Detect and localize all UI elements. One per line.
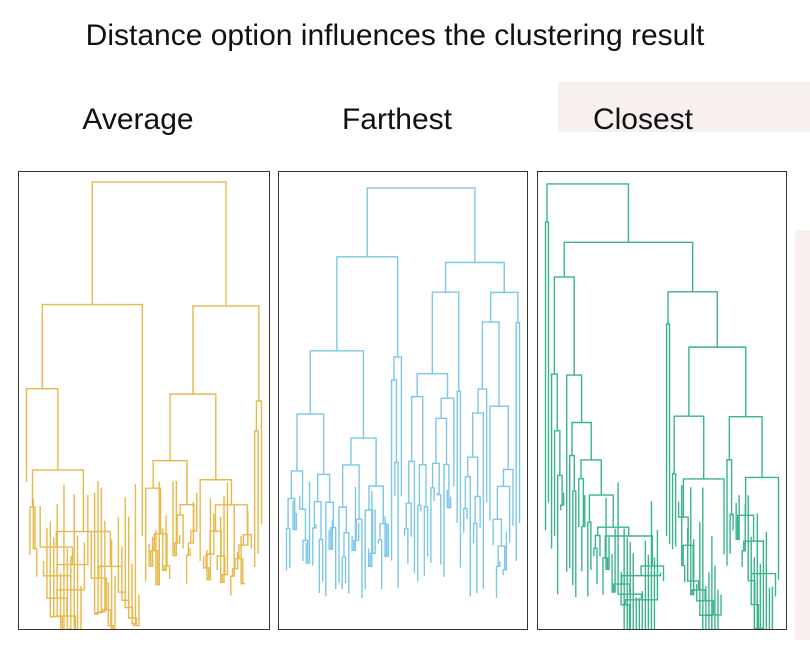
dendrogram-panel-average — [18, 171, 270, 630]
dendrogram-panel-closest — [537, 171, 787, 630]
dendrogram-branches — [285, 187, 521, 599]
slide-title: Distance option influences the clusterin… — [85, 19, 705, 52]
panel-label-closest: Closest — [592, 103, 694, 136]
dendrogram-panel-farthest — [278, 171, 528, 630]
dendrogram-branches — [25, 181, 263, 629]
dendrogram-average — [25, 181, 263, 629]
dendrogram-branches — [544, 183, 780, 629]
background-decoration-right — [795, 230, 810, 640]
panel-label-farthest: Farthest — [341, 103, 453, 136]
background-decoration-top — [558, 82, 810, 132]
panel-label-average: Average — [82, 103, 194, 136]
dendrogram-closest — [544, 183, 780, 629]
dendrogram-farthest — [285, 187, 521, 599]
